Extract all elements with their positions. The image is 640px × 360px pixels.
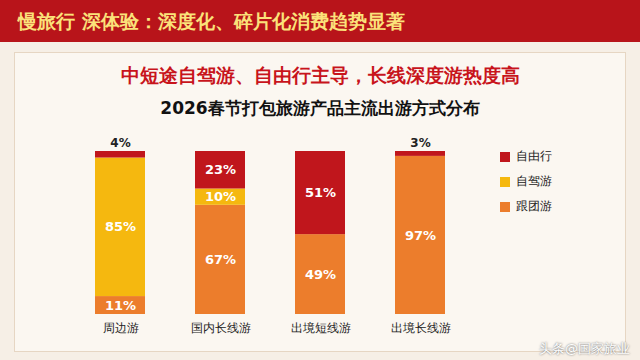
svg-text:51%: 51% xyxy=(305,185,336,200)
html-text:跟团游: 跟团游 xyxy=(516,199,552,213)
svg-text:出境长线游: 出境长线游 xyxy=(391,321,451,335)
svg-text:10%: 10% xyxy=(205,189,236,204)
svg-text:49%: 49% xyxy=(305,267,336,282)
html-text:自由行: 自由行 xyxy=(516,149,552,163)
svg-text:周边游: 周边游 xyxy=(103,321,139,335)
svg-text:出境短线游: 出境短线游 xyxy=(291,321,351,335)
svg-text:国内长线游: 国内长线游 xyxy=(191,321,251,335)
html-text:自驾游: 自驾游 xyxy=(516,174,552,188)
svg-text:23%: 23% xyxy=(205,162,236,177)
svg-text:97%: 97% xyxy=(405,228,436,243)
svg-text:3%: 3% xyxy=(410,136,430,150)
html-text:中短途自驾游、自由行主导，长线深度游热度高: 中短途自驾游、自由行主导，长线深度游热度高 xyxy=(120,64,520,86)
svg-text:67%: 67% xyxy=(205,252,236,267)
html-text:2026春节打包旅游产品主流出游方式分布: 2026春节打包旅游产品主流出游方式分布 xyxy=(160,98,480,118)
html-text:头条@国家旅业: 头条@国家旅业 xyxy=(539,341,630,356)
svg-text:4%: 4% xyxy=(110,136,130,150)
svg-text:85%: 85% xyxy=(105,219,136,234)
svg-text:11%: 11% xyxy=(105,298,136,313)
html-text:慢旅行 深体验：深度化、碎片化消费趋势显著: 慢旅行 深体验：深度化、碎片化消费趋势显著 xyxy=(18,10,405,32)
